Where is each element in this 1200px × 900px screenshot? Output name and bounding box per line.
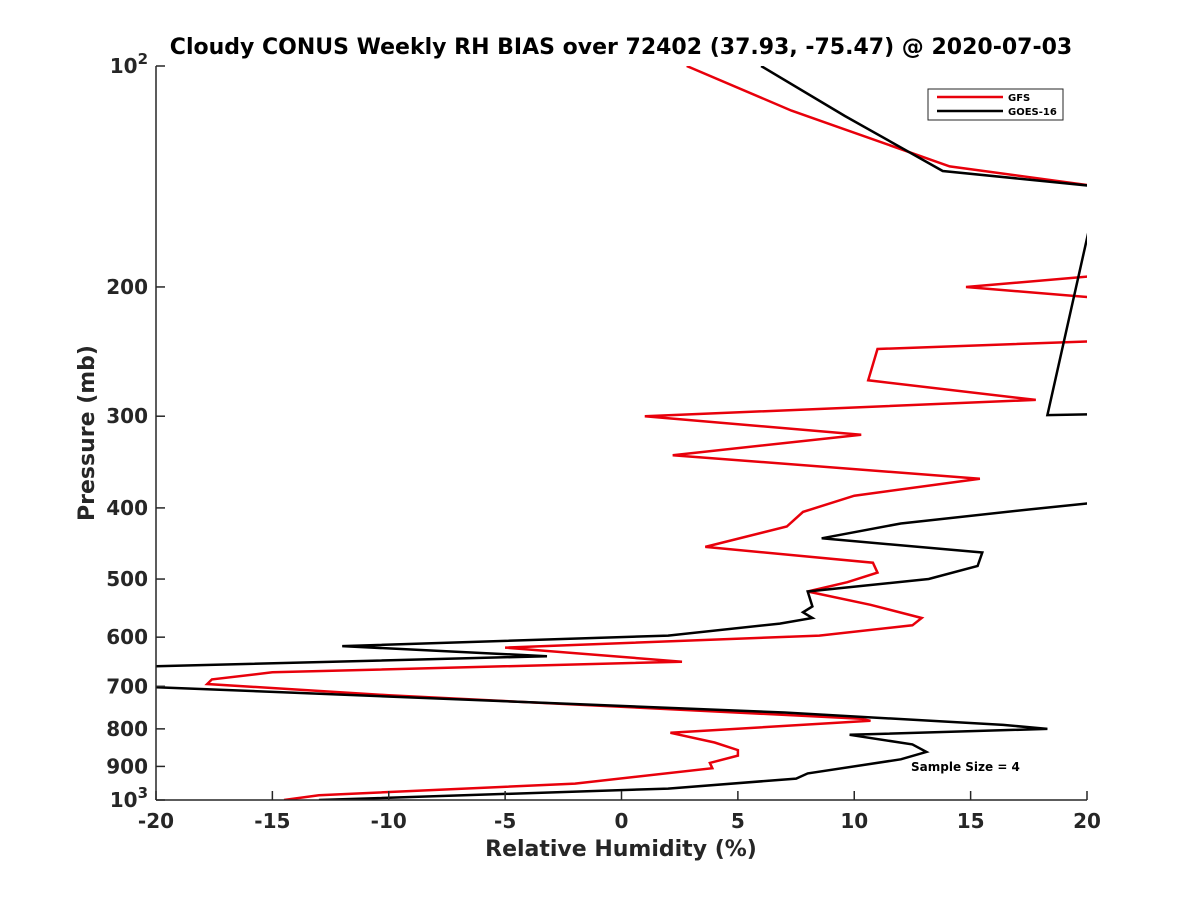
y-tick-label: 400 xyxy=(106,496,148,520)
x-tick-label: 15 xyxy=(957,809,985,833)
y-tick-layer: 102 200 300 400 500 600 700 800 900 103 xyxy=(106,50,165,812)
y-tick-label: 200 xyxy=(106,275,148,299)
y-tick-label: 300 xyxy=(106,404,148,428)
chart-title: Cloudy CONUS Weekly RH BIAS over 72402 (… xyxy=(170,35,1072,60)
y-tick-label: 103 xyxy=(110,784,148,812)
y-tick-label: 500 xyxy=(106,567,148,591)
legend: GFS GOES-16 xyxy=(927,88,1064,121)
series-layer xyxy=(156,66,1087,800)
sample-size-annotation: Sample Size = 4 xyxy=(911,760,1020,774)
y-axis-label: Pressure (mb) xyxy=(75,345,100,521)
y-tick-label: 700 xyxy=(106,674,148,698)
legend-box xyxy=(927,88,1064,121)
series-line-goes16 xyxy=(156,66,1087,800)
x-tick-label: -5 xyxy=(494,809,516,833)
series-line-gfs xyxy=(204,66,1087,800)
y-tick-label: 600 xyxy=(106,625,148,649)
y-tick-label: 900 xyxy=(106,754,148,778)
x-axis-label: Relative Humidity (%) xyxy=(485,837,757,862)
x-tick-label: -10 xyxy=(371,809,407,833)
legend-label-gfs: GFS xyxy=(1008,93,1030,104)
x-tick-label: 0 xyxy=(615,809,629,833)
x-tick-label: 5 xyxy=(731,809,745,833)
y-tick-label: 102 xyxy=(110,50,148,78)
y-tick-label: 800 xyxy=(106,717,148,741)
x-tick-label: 20 xyxy=(1073,809,1101,833)
legend-label-goes16: GOES-16 xyxy=(1008,107,1057,118)
x-tick-label: -20 xyxy=(138,809,174,833)
x-tick-label: -15 xyxy=(254,809,290,833)
x-tick-layer: -20 -15 -10 -5 0 5 10 15 20 xyxy=(138,791,1101,833)
x-tick-label: 10 xyxy=(840,809,868,833)
